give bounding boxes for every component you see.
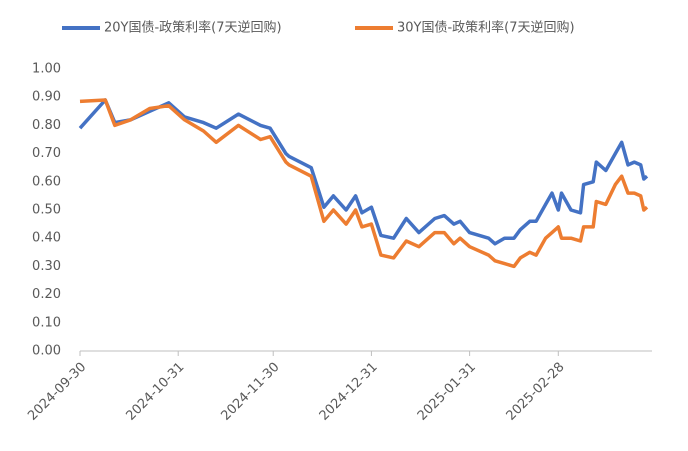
x-tick-label: 2024-12-31 <box>317 360 381 424</box>
legend-label: 20Y国债-政策利率(7天逆回购) <box>104 20 282 36</box>
y-tick-label: 0.30 <box>32 259 61 274</box>
y-tick-label: 0.80 <box>32 118 61 133</box>
y-tick-label: 0.90 <box>32 90 61 105</box>
series-line <box>79 98 649 269</box>
y-tick-label: 0.00 <box>32 344 61 359</box>
y-tick-label: 0.20 <box>32 287 61 302</box>
y-tick-label: 1.00 <box>32 62 61 77</box>
x-tick-label: 2025-01-31 <box>415 360 479 424</box>
x-tick-label: 2024-11-30 <box>218 360 282 424</box>
y-tick-label: 0.10 <box>32 315 61 330</box>
x-tick-label: 2024-10-31 <box>123 360 187 424</box>
y-tick-label: 0.70 <box>32 146 61 161</box>
y-tick-label: 0.40 <box>32 231 61 246</box>
legend-label: 30Y国债-政策利率(7天逆回购) <box>397 20 575 36</box>
x-tick-label: 2025-02-28 <box>504 360 568 424</box>
x-tick-label: 2024-09-30 <box>25 360 89 424</box>
y-tick-label: 0.60 <box>32 174 61 189</box>
series-line <box>78 98 649 246</box>
y-tick-label: 0.50 <box>32 203 61 218</box>
